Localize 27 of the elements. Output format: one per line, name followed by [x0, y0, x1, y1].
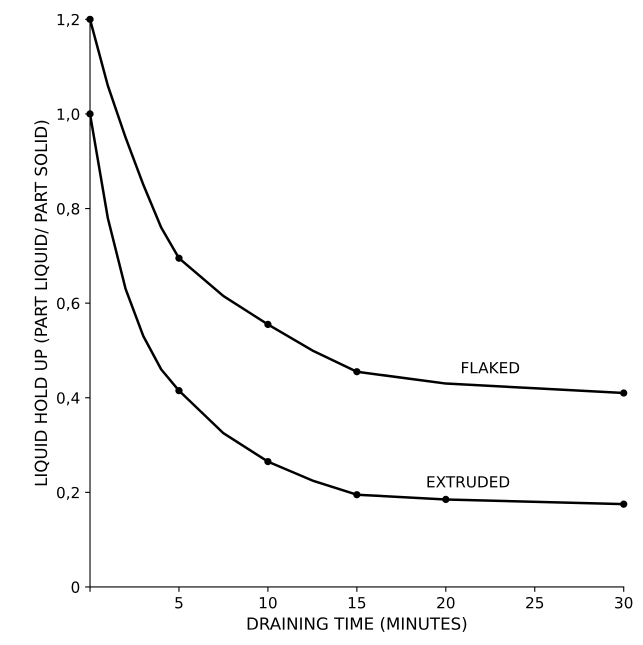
x-tick-label: 25	[526, 596, 544, 608]
y-tick-label: 0,8	[57, 203, 80, 216]
y-tick-label: 1,2	[58, 14, 79, 27]
point	[353, 491, 361, 498]
point	[86, 110, 94, 118]
point	[175, 387, 183, 394]
x-axis-title: DRAINING TIME (MINUTES)	[248, 617, 466, 632]
x-tick-label: 5	[175, 597, 182, 608]
point	[620, 500, 628, 508]
y-tick-label: 0,4	[57, 392, 80, 406]
y-tick-label: 1,0	[58, 108, 80, 122]
y-tick-label: 0	[72, 581, 80, 593]
series-label: EXTRUDED	[427, 476, 510, 488]
point	[264, 458, 272, 466]
point	[175, 254, 183, 262]
y-axis-title: LIQUID HOLD UP (PART LIQUID/ PART SOLID)	[34, 120, 50, 486]
point	[442, 496, 450, 504]
y-tick-label: 0,6	[57, 298, 80, 311]
point	[264, 320, 272, 328]
series-label: FLAKED	[462, 362, 520, 374]
point	[620, 389, 628, 397]
x-tick-label: 30	[615, 596, 632, 608]
x-tick-label: 20	[437, 596, 455, 608]
x-tick-label: 10	[260, 596, 277, 608]
y-tick-label: 0,2	[57, 486, 79, 500]
point	[353, 368, 361, 376]
x-tick-label: 15	[348, 597, 366, 608]
